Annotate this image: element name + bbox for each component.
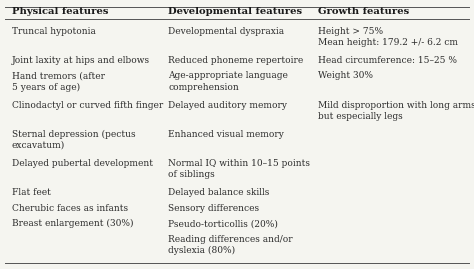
Text: Mild disproportion with long arms
but especially legs: Mild disproportion with long arms but es… — [318, 101, 474, 121]
Text: Breast enlargement (30%): Breast enlargement (30%) — [12, 219, 133, 228]
Text: Clinodactyl or curved fifth finger: Clinodactyl or curved fifth finger — [12, 101, 163, 109]
Text: Reading differences and/or
dyslexia (80%): Reading differences and/or dyslexia (80%… — [168, 235, 293, 255]
Text: Cherubic faces as infants: Cherubic faces as infants — [12, 204, 128, 213]
Text: Physical features: Physical features — [12, 7, 109, 16]
Text: Enhanced visual memory: Enhanced visual memory — [168, 130, 284, 139]
Text: Pseudo-torticollis (20%): Pseudo-torticollis (20%) — [168, 219, 278, 228]
Text: Growth features: Growth features — [318, 7, 409, 16]
Text: Normal IQ within 10–15 points
of siblings: Normal IQ within 10–15 points of sibling… — [168, 159, 310, 179]
Text: Joint laxity at hips and elbows: Joint laxity at hips and elbows — [12, 56, 150, 65]
Text: Truncal hypotonia: Truncal hypotonia — [12, 27, 96, 36]
Text: Developmental dyspraxia: Developmental dyspraxia — [168, 27, 284, 36]
Text: Flat feet: Flat feet — [12, 188, 51, 197]
Text: Age-appropriate language
comprehension: Age-appropriate language comprehension — [168, 72, 288, 91]
Text: Delayed balance skills: Delayed balance skills — [168, 188, 270, 197]
Text: Weight 30%: Weight 30% — [318, 72, 373, 80]
Text: Sternal depression (pectus
excavatum): Sternal depression (pectus excavatum) — [12, 130, 136, 150]
Text: Delayed pubertal development: Delayed pubertal development — [12, 159, 153, 168]
Text: Head circumference: 15–25 %: Head circumference: 15–25 % — [318, 56, 456, 65]
Text: Reduced phoneme repertoire: Reduced phoneme repertoire — [168, 56, 303, 65]
Text: Delayed auditory memory: Delayed auditory memory — [168, 101, 287, 109]
Text: Hand tremors (after
5 years of age): Hand tremors (after 5 years of age) — [12, 72, 105, 92]
Text: Height > 75%
Mean height: 179.2 +/- 6.2 cm: Height > 75% Mean height: 179.2 +/- 6.2 … — [318, 27, 457, 47]
Text: Developmental features: Developmental features — [168, 7, 302, 16]
Text: Sensory differences: Sensory differences — [168, 204, 259, 213]
